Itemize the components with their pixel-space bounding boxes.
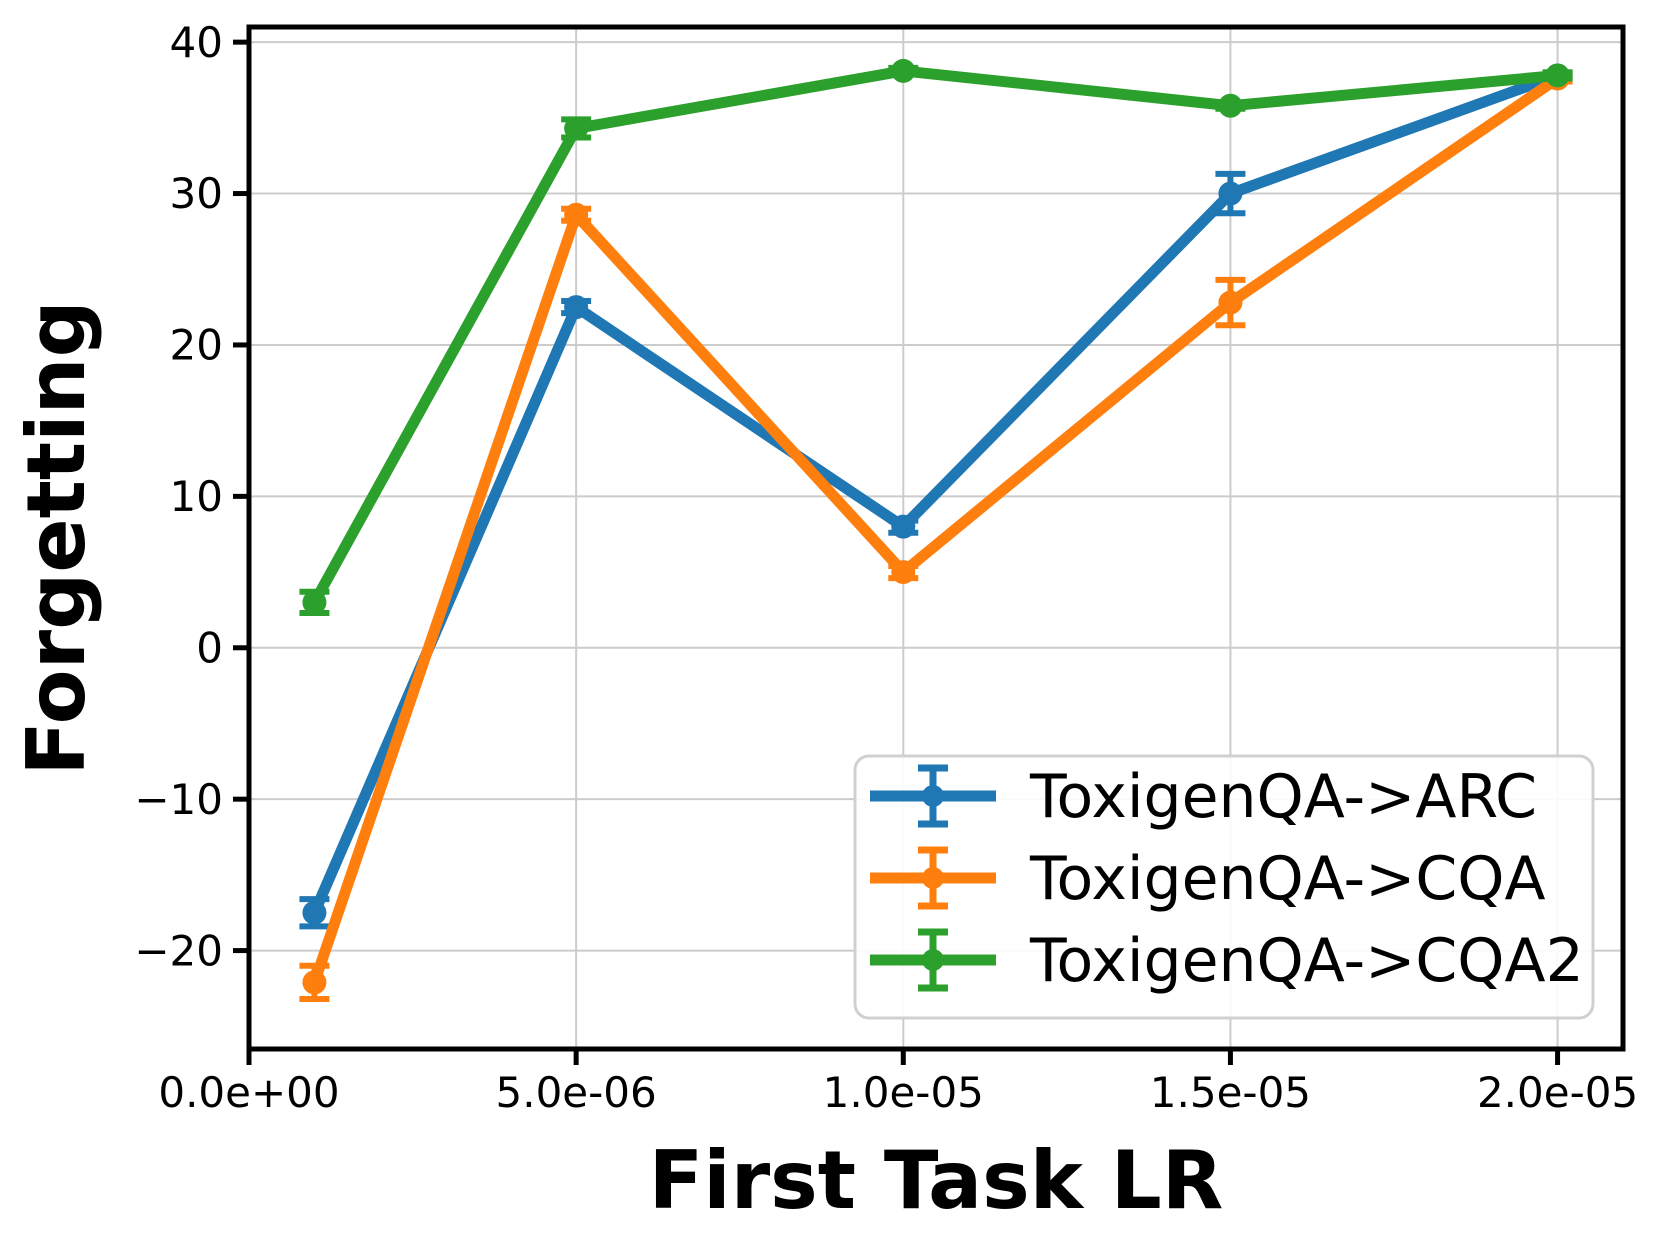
data-point [302,590,327,615]
x-tick-label: 0.0e+00 [158,1068,339,1117]
y-tick-label: 20 [170,321,223,370]
data-point [564,202,589,227]
legend-sample-marker [922,785,944,807]
legend-sample-marker [922,949,944,971]
x-tick-label: 1.0e-05 [823,1068,984,1117]
series-line [308,65,1564,608]
x-tick-label: 1.5e-05 [1150,1068,1311,1117]
data-point [1218,93,1243,118]
data-point [1545,63,1570,88]
legend [853,754,1595,1020]
data-point [564,295,589,320]
data-point [891,560,916,585]
data-point [891,514,916,539]
data-point [302,970,327,995]
legend-label: ToxigenQA->CQA [1029,844,1546,914]
y-axis-label: Forgetting [10,300,103,775]
x-tick-label: 5.0e-06 [496,1068,657,1117]
data-point [564,116,589,141]
data-point [1218,181,1243,206]
x-tick-label: 2.0e-05 [1477,1068,1638,1117]
y-tick-label: 30 [170,169,223,218]
legend-label: ToxigenQA->ARC [1029,762,1537,832]
y-tick-label: 0 [196,623,223,672]
x-axis-label: First Task LR [649,1134,1224,1227]
y-tick-label: 10 [170,472,223,521]
y-tick-label: 40 [170,18,223,67]
plot-frame [246,24,1626,1052]
y-tick-label: −20 [134,926,223,975]
data-point [302,900,327,925]
legend-sample-marker [922,867,944,889]
plot-area: −20 −10 0 10 20 30 40 0.0e+00 5.0e-06 1.0e-05 1.5e… [134,18,1638,1117]
data-point [1218,290,1243,315]
legend-label: ToxigenQA->CQA2 [1029,926,1584,996]
data-point [891,58,916,83]
y-tick-label: −10 [134,775,223,824]
